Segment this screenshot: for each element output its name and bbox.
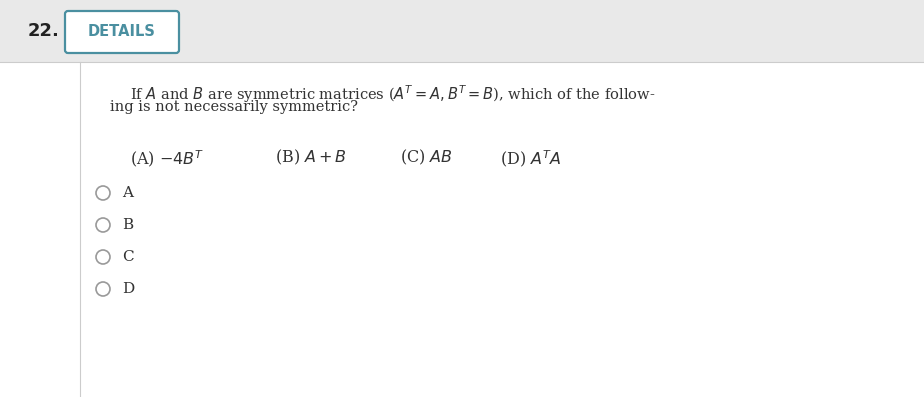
Text: 22.: 22.: [28, 22, 60, 40]
Text: (A) $-4B^T$: (A) $-4B^T$: [130, 148, 204, 169]
Text: C: C: [122, 250, 134, 264]
Text: ing is not necessarily symmetric?: ing is not necessarily symmetric?: [110, 100, 358, 114]
Text: D: D: [122, 282, 134, 296]
Text: A: A: [122, 186, 133, 200]
Text: (C) $AB$: (C) $AB$: [400, 148, 453, 167]
Text: If $A$ and $B$ are symmetric matrices ($A^T = A, B^T = B$), which of the follow-: If $A$ and $B$ are symmetric matrices ($…: [130, 83, 655, 105]
Text: (D) $A^T A$: (D) $A^T A$: [500, 148, 562, 169]
Text: (B) $A + B$: (B) $A + B$: [275, 148, 346, 167]
FancyBboxPatch shape: [0, 0, 924, 62]
FancyBboxPatch shape: [65, 11, 179, 53]
Text: B: B: [122, 218, 133, 232]
FancyBboxPatch shape: [0, 62, 924, 397]
Text: DETAILS: DETAILS: [88, 25, 156, 39]
